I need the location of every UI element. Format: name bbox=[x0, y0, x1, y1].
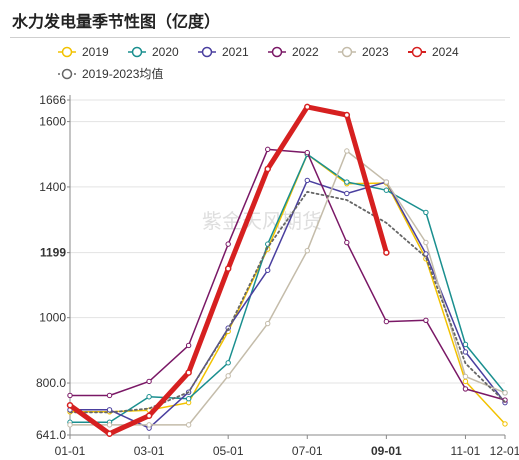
x-tick-label: 11-01 bbox=[451, 444, 481, 458]
data-point bbox=[423, 251, 429, 257]
y-grid: 641.0 800.0 1000 1199 1400 1600 1666 bbox=[36, 93, 505, 442]
chart-title: 水力发电量季节性图（亿度） bbox=[12, 12, 221, 31]
data-point bbox=[224, 265, 232, 272]
legend-item: 2019-2023均值 bbox=[58, 66, 163, 81]
title-divider bbox=[10, 37, 510, 38]
watermark: 紫金天风期货 bbox=[202, 209, 322, 233]
data-point bbox=[146, 394, 152, 400]
x-tick-label: 07-01 bbox=[292, 444, 323, 458]
data-point bbox=[344, 239, 350, 246]
data-point bbox=[462, 378, 469, 385]
data-point bbox=[502, 390, 508, 396]
x-tick-label: 09-01 bbox=[371, 444, 402, 458]
legend: 2019 2020 2021 2022 2023 2024 2019-2023均值 bbox=[58, 45, 459, 81]
y-tick-label: 1199 bbox=[40, 246, 66, 260]
data-point bbox=[344, 148, 350, 154]
data-point bbox=[383, 179, 390, 185]
legend-swatch-marker bbox=[271, 46, 283, 58]
data-point bbox=[344, 179, 350, 185]
x-tick-label: 01-01 bbox=[55, 444, 86, 458]
legend-label: 2019-2023均值 bbox=[82, 66, 163, 81]
data-point bbox=[67, 422, 73, 428]
data-point bbox=[185, 422, 192, 428]
data-point bbox=[106, 422, 113, 428]
data-point bbox=[106, 392, 113, 399]
data-point bbox=[462, 373, 469, 380]
legend-label: 2020 bbox=[152, 45, 179, 59]
legend-item: 2024 bbox=[408, 45, 459, 59]
data-point bbox=[383, 187, 390, 193]
legend-item: 2021 bbox=[198, 45, 249, 59]
data-point bbox=[185, 369, 192, 376]
y-tick-label: 641.0 bbox=[36, 428, 66, 442]
data-point bbox=[265, 267, 271, 273]
data-point bbox=[304, 149, 310, 156]
y-tick-label: 1400 bbox=[39, 180, 66, 194]
data-point bbox=[265, 146, 271, 153]
legend-swatch-marker bbox=[201, 46, 213, 58]
data-point bbox=[145, 412, 153, 419]
series-line bbox=[69, 153, 506, 424]
legend-swatch-marker bbox=[61, 68, 73, 80]
data-point bbox=[265, 320, 271, 327]
data-point bbox=[423, 209, 429, 216]
x-ticks: 01-01 03-01 05-01 07-01 09-01 11-01 12-01 bbox=[55, 435, 519, 458]
y-tick-label: 1600 bbox=[39, 115, 66, 129]
legend-swatch-marker bbox=[131, 46, 143, 58]
data-point bbox=[462, 341, 469, 348]
data-point bbox=[225, 241, 231, 247]
series-2019 bbox=[67, 151, 508, 427]
legend-item: 2023 bbox=[338, 45, 389, 59]
legend-label: 2019 bbox=[82, 45, 109, 59]
legend-label: 2022 bbox=[292, 45, 319, 59]
legend-item: 2022 bbox=[268, 45, 319, 59]
series-2023 bbox=[67, 148, 508, 428]
legend-label: 2023 bbox=[362, 45, 389, 59]
data-point bbox=[225, 360, 231, 366]
legend-swatch-marker bbox=[341, 46, 353, 58]
series-2024 bbox=[66, 103, 390, 437]
data-point bbox=[423, 317, 429, 323]
series-line bbox=[69, 190, 506, 414]
data-point bbox=[304, 177, 310, 184]
series-line bbox=[69, 148, 506, 401]
data-point bbox=[185, 396, 192, 402]
data-point bbox=[383, 249, 390, 256]
data-point bbox=[383, 318, 390, 325]
series-2019-2023均值 bbox=[69, 190, 506, 414]
legend-label: 2021 bbox=[222, 45, 249, 59]
data-point bbox=[185, 342, 192, 349]
series-line bbox=[69, 153, 506, 425]
data-point bbox=[106, 430, 113, 437]
y-tick-label: 1000 bbox=[39, 311, 66, 325]
x-tick-label: 05-01 bbox=[213, 444, 244, 458]
series-line bbox=[69, 150, 506, 426]
legend-swatch-marker bbox=[61, 46, 73, 58]
x-tick-label: 12-01 bbox=[490, 444, 519, 458]
legend-item: 2019 bbox=[58, 45, 109, 59]
data-point bbox=[225, 373, 231, 379]
y-tick-label: 800.0 bbox=[36, 376, 66, 390]
legend-item: 2020 bbox=[128, 45, 179, 59]
data-point bbox=[304, 103, 311, 111]
data-point bbox=[304, 247, 310, 254]
data-point bbox=[502, 421, 508, 427]
legend-swatch-marker bbox=[411, 46, 423, 58]
data-point bbox=[462, 386, 469, 392]
series-2022 bbox=[67, 146, 508, 403]
data-point bbox=[344, 190, 350, 197]
data-point bbox=[462, 349, 469, 355]
data-point bbox=[343, 111, 351, 119]
data-point bbox=[423, 239, 429, 246]
data-point bbox=[146, 422, 152, 428]
legend-label: 2024 bbox=[432, 45, 459, 59]
data-point bbox=[66, 402, 74, 409]
data-point bbox=[67, 392, 73, 399]
y-tick-label: 1666 bbox=[39, 93, 66, 107]
data-point bbox=[146, 378, 152, 385]
x-tick-label: 03-01 bbox=[134, 444, 165, 458]
data-point bbox=[264, 165, 271, 173]
